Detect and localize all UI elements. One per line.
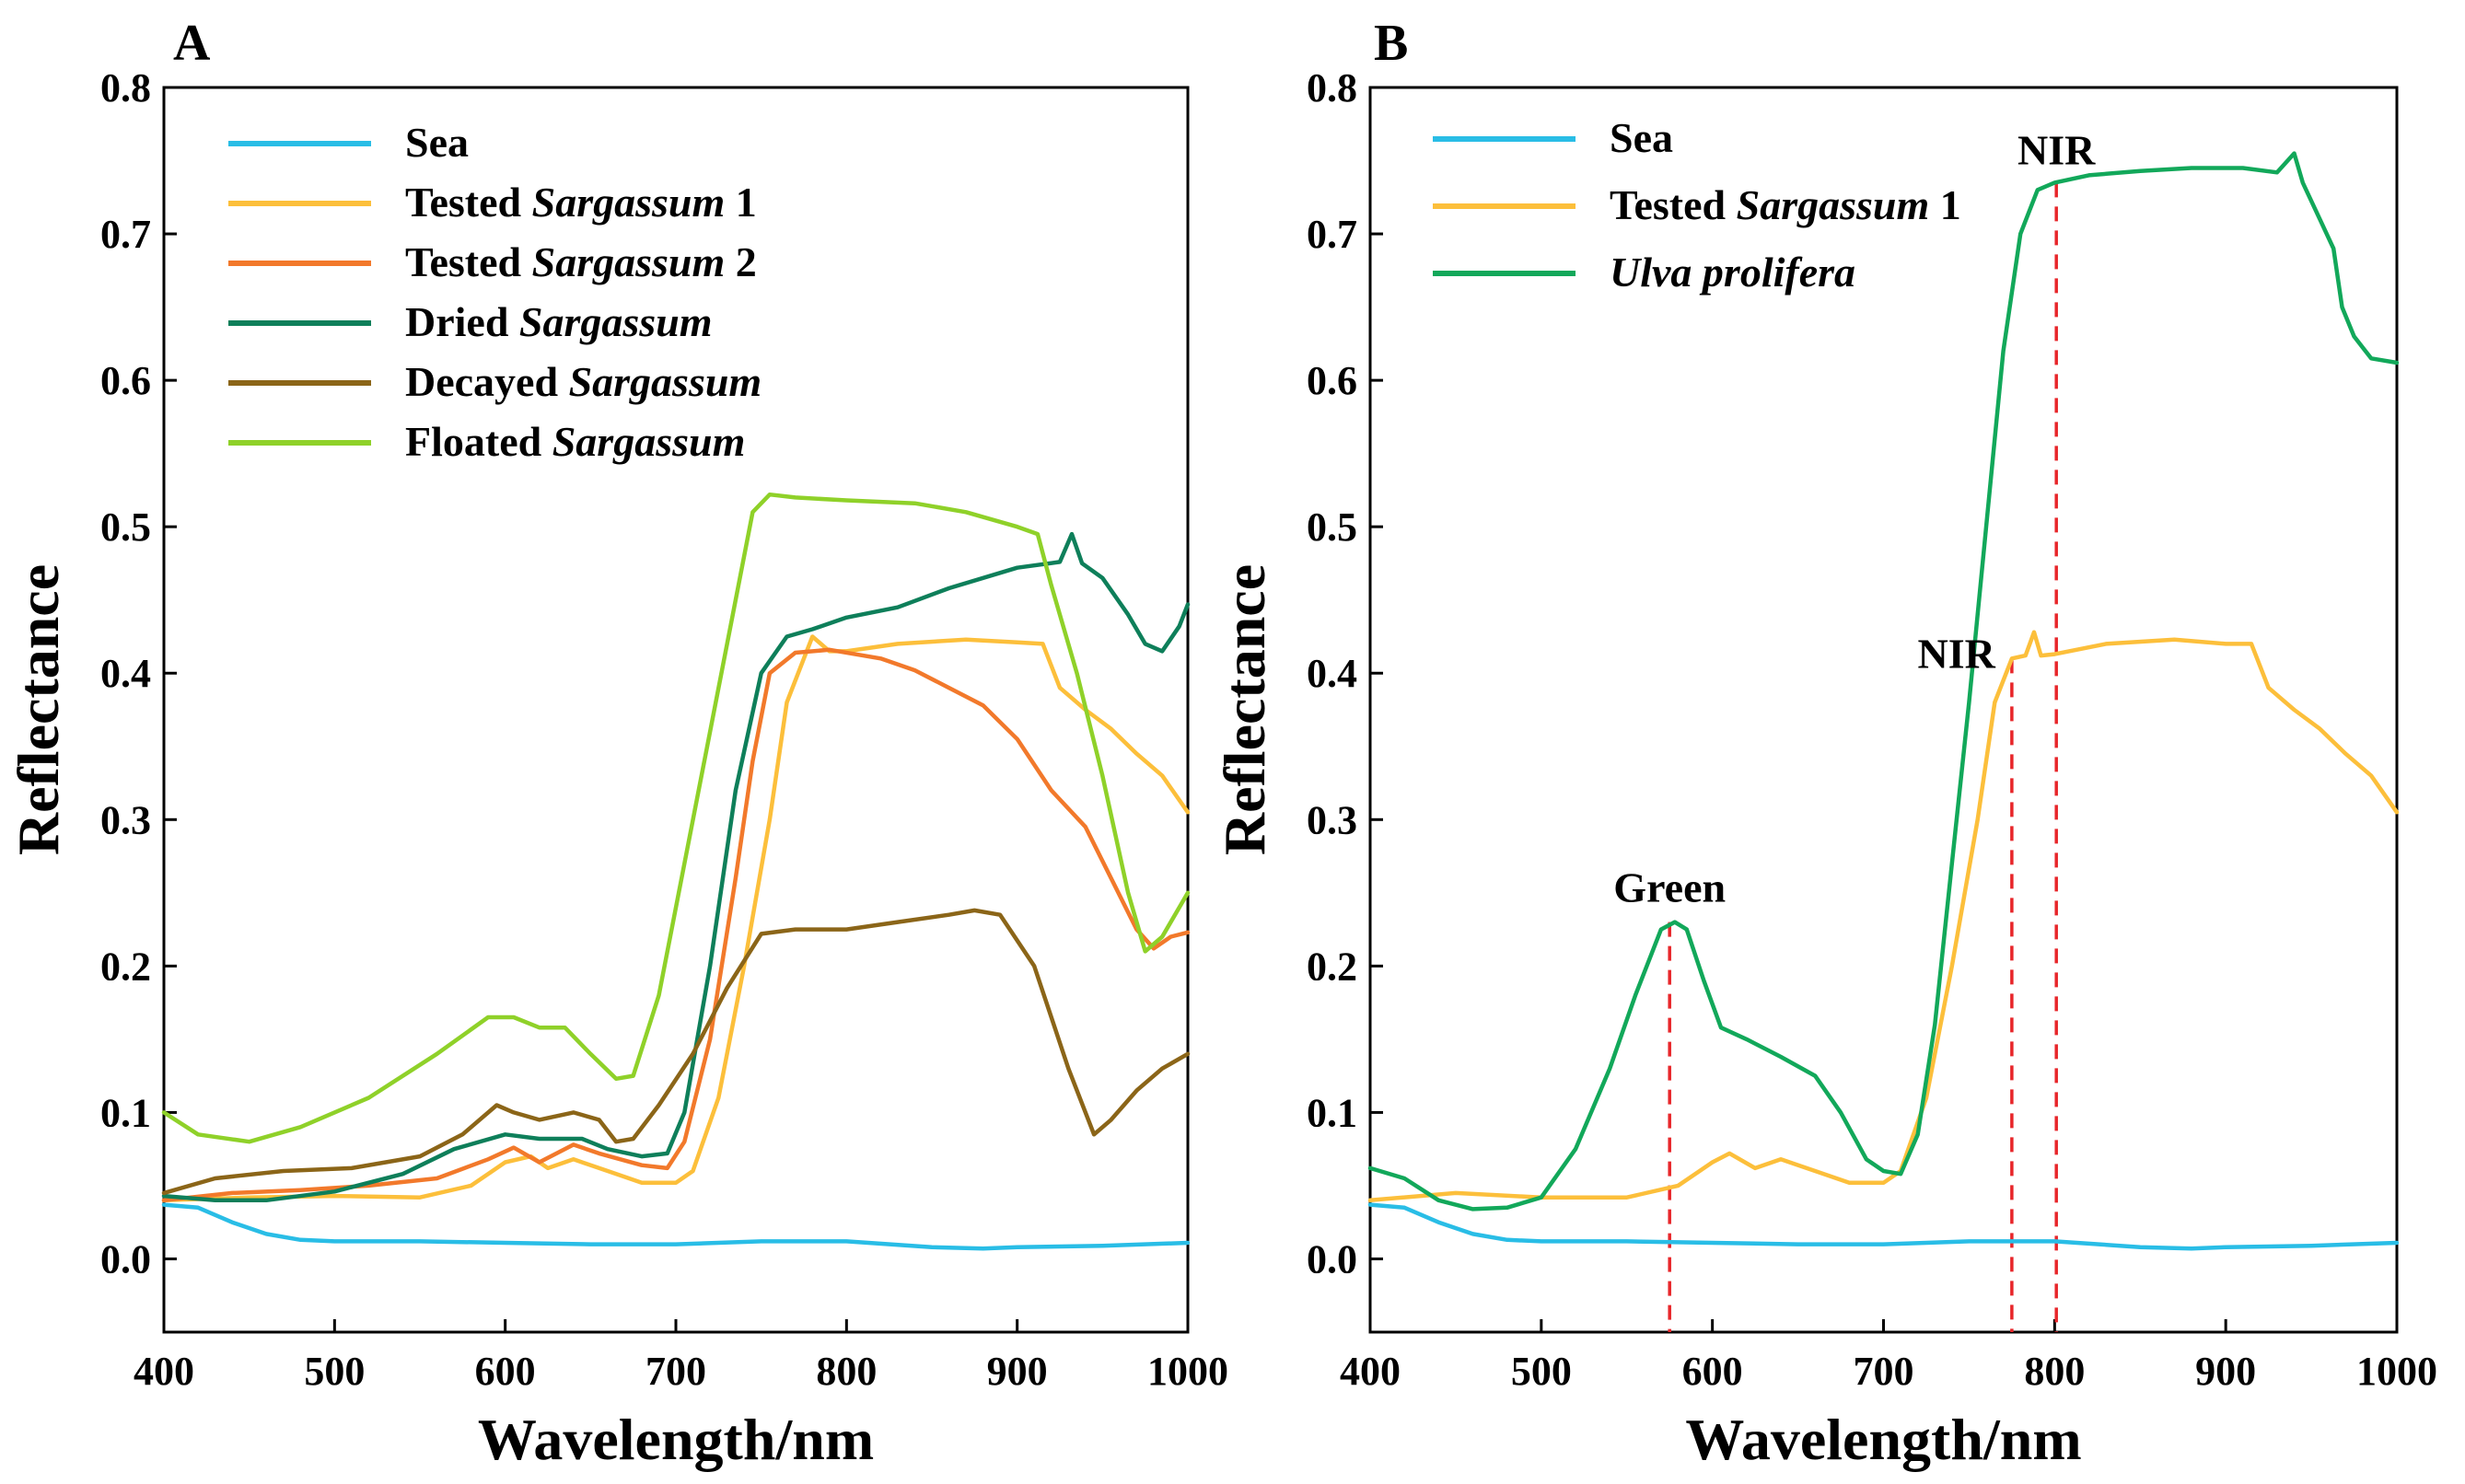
series-line-tested-sargassum-2 bbox=[161, 647, 1191, 1203]
panel-label: A bbox=[173, 15, 211, 72]
x-tick-label: 500 bbox=[304, 1349, 365, 1394]
y-tick-label: 0.7 bbox=[100, 212, 151, 257]
x-tick-label: 600 bbox=[1682, 1349, 1743, 1394]
x-tick-label: 700 bbox=[1854, 1349, 1914, 1394]
legend-text-part: Dried bbox=[405, 298, 519, 345]
legend-text-part: Floated bbox=[405, 418, 552, 465]
panel-label: B bbox=[1374, 15, 1408, 72]
y-tick-label: 0.6 bbox=[1307, 358, 1357, 403]
legend-entry: Sea bbox=[1610, 114, 1673, 161]
legend-entry: Dried Sargassum bbox=[405, 298, 713, 345]
y-tick-label: 0.0 bbox=[100, 1236, 151, 1281]
legend-text-part: Tested bbox=[405, 179, 532, 226]
y-tick-label: 0.4 bbox=[1307, 651, 1357, 696]
legend-entry: Floated Sargassum bbox=[405, 418, 745, 465]
legend-entry: Tested Sargassum 1 bbox=[405, 179, 757, 226]
y-tick-label: 0.1 bbox=[100, 1090, 151, 1135]
legend-text-part: Decayed bbox=[405, 358, 569, 405]
series-line-floated-sargassum bbox=[161, 492, 1191, 1144]
y-tick-label: 0.4 bbox=[100, 651, 151, 696]
series-line-decayed-sargassum bbox=[161, 908, 1191, 1196]
y-tick-label: 0.3 bbox=[1307, 797, 1357, 842]
y-axis-title: Reflectance bbox=[6, 564, 71, 855]
legend-text-part: Tested bbox=[405, 238, 532, 285]
series-line-ulva-prolifera bbox=[1367, 151, 2400, 1212]
series-line-sea bbox=[161, 1202, 1191, 1251]
annotation-label: NIR bbox=[1918, 630, 1996, 677]
legend-entry: Tested Sargassum 1 bbox=[1610, 181, 1961, 228]
legend-text-part: Sargassum bbox=[519, 298, 713, 345]
y-tick-label: 0.8 bbox=[1307, 65, 1357, 110]
legend-text-part: Ulva prolifera bbox=[1610, 249, 1855, 296]
legend-text-part: 2 bbox=[725, 238, 757, 285]
x-tick-label: 800 bbox=[2024, 1349, 2085, 1394]
series-line-tested-sargassum-1 bbox=[1367, 630, 2400, 1203]
x-tick-label: 400 bbox=[1340, 1349, 1401, 1394]
y-tick-label: 0.6 bbox=[100, 358, 151, 403]
legend-text-part: 1 bbox=[1929, 181, 1961, 228]
legend-text-part: Sargassum bbox=[552, 418, 746, 465]
x-tick-label: 1000 bbox=[1147, 1349, 1228, 1394]
y-tick-label: 0.3 bbox=[100, 797, 151, 842]
y-tick-label: 0.5 bbox=[1307, 504, 1357, 550]
x-tick-label: 900 bbox=[2195, 1349, 2256, 1394]
legend-text-part: Tested bbox=[1610, 181, 1737, 228]
y-tick-label: 0.7 bbox=[1307, 212, 1357, 257]
x-axis-title: Wavelength/nm bbox=[1685, 1407, 2081, 1472]
legend-entry: Tested Sargassum 2 bbox=[405, 238, 757, 285]
legend: Sea Tested Sargassum 1 Ulva prolifera bbox=[1433, 114, 1961, 296]
legend-text-part: Sea bbox=[405, 119, 469, 166]
panel-a: A 400 500 600 700 800 900 1000 0.0 0.1 0.2 0.3 0.4 0.… bbox=[6, 15, 1228, 1472]
x-tick-label: 600 bbox=[475, 1349, 536, 1394]
legend-text-part: Sargassum bbox=[532, 238, 726, 285]
series-line-sea bbox=[1367, 1202, 2400, 1251]
legend-text-part: Sargassum bbox=[569, 358, 762, 405]
legend-entry: Decayed Sargassum bbox=[405, 358, 762, 405]
x-tick-label: 800 bbox=[816, 1349, 877, 1394]
legend-text-part: 1 bbox=[725, 179, 757, 226]
x-tick-label: 500 bbox=[1511, 1349, 1572, 1394]
y-tick-label: 0.2 bbox=[1307, 944, 1357, 989]
x-tick-label: 700 bbox=[645, 1349, 706, 1394]
x-axis-title: Wavelength/nm bbox=[478, 1407, 874, 1472]
series-line-dried-sargassum bbox=[161, 531, 1191, 1203]
annotation-label: Green bbox=[1613, 864, 1726, 911]
x-tick-label: 1000 bbox=[2356, 1349, 2437, 1394]
y-tick-label: 0.5 bbox=[100, 504, 151, 550]
y-tick-label: 0.1 bbox=[1307, 1090, 1357, 1135]
y-tick-label: 0.8 bbox=[100, 65, 151, 110]
y-tick-label: 0.0 bbox=[1307, 1236, 1357, 1281]
legend-text-part: Sargassum bbox=[1737, 181, 1930, 228]
legend-text-part: Sargassum bbox=[532, 179, 726, 226]
y-tick-label: 0.2 bbox=[100, 944, 151, 989]
legend-entry: Ulva prolifera bbox=[1610, 249, 1855, 296]
series-line-tested-sargassum-1 bbox=[161, 634, 1191, 1203]
x-tick-label: 900 bbox=[987, 1349, 1048, 1394]
legend-text-part: Sea bbox=[1610, 114, 1673, 161]
annotation-label: NIR bbox=[2017, 126, 2096, 173]
x-tick-label: 400 bbox=[134, 1349, 194, 1394]
panel-b: B 400 500 600 700 800 900 1000 0.0 0.1 0.2 0.3 0.4 0.… bbox=[1212, 15, 2437, 1472]
legend-entry: Sea bbox=[405, 119, 469, 166]
y-axis-title: Reflectance bbox=[1212, 564, 1277, 855]
